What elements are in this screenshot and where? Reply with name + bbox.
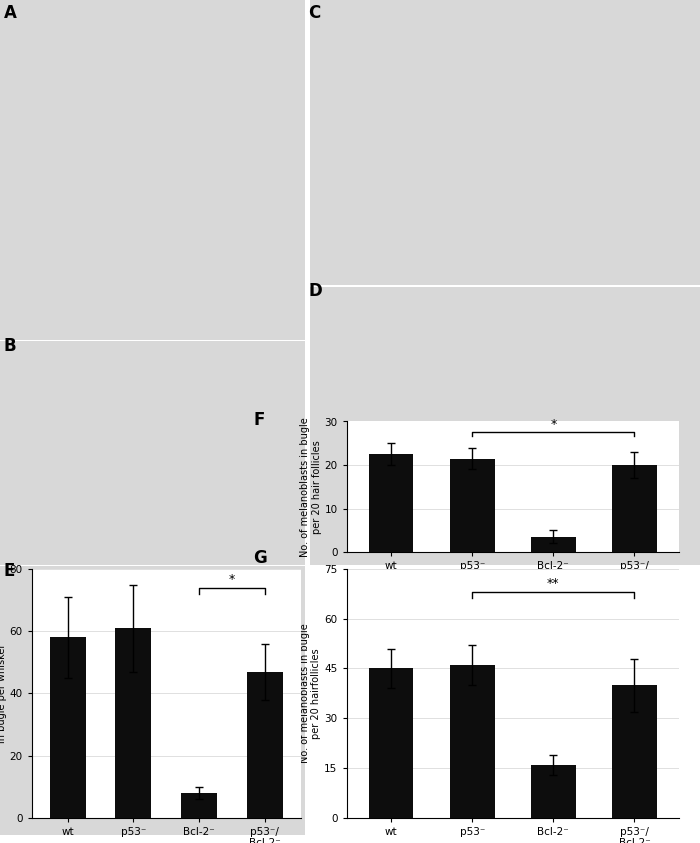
Text: E: E [4, 562, 15, 580]
Text: *: * [229, 572, 235, 586]
Bar [369, 454, 414, 552]
Text: B: B [4, 337, 16, 355]
Bar [116, 628, 151, 818]
Y-axis label: No. of melanoblasts
in bugle per whisker: No. of melanoblasts in bugle per whisker [0, 644, 6, 743]
Y-axis label: No. of melanoblasts in bugle
per 20 hairfollicles: No. of melanoblasts in bugle per 20 hair… [300, 624, 321, 763]
Bar [612, 465, 657, 552]
Text: G: G [253, 549, 267, 567]
Bar [531, 537, 575, 552]
Text: C: C [308, 4, 321, 22]
Text: F: F [253, 411, 265, 429]
Bar [369, 668, 414, 818]
Y-axis label: No. of melanoblasts in bugle
per 20 hair follicles: No. of melanoblasts in bugle per 20 hair… [300, 417, 321, 556]
Text: D: D [308, 282, 322, 300]
Bar [450, 665, 494, 818]
Bar [612, 685, 657, 818]
Text: *: * [550, 418, 556, 432]
Bar [450, 459, 494, 552]
Bar [50, 637, 85, 818]
Bar [181, 792, 217, 818]
Text: **: ** [547, 577, 559, 590]
Text: A: A [4, 4, 16, 22]
Bar [531, 765, 575, 818]
Bar [247, 672, 283, 818]
